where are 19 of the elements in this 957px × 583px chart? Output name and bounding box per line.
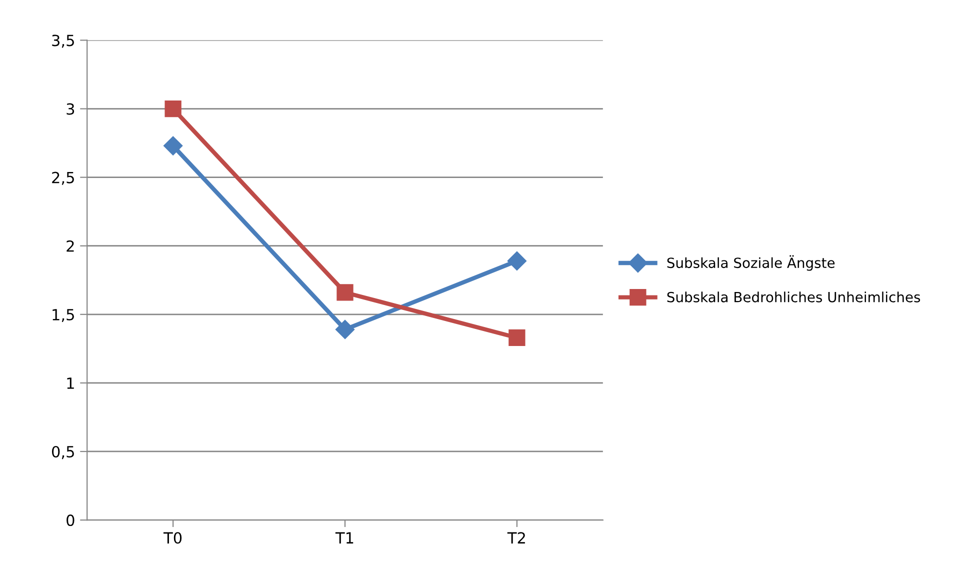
point [164, 100, 182, 118]
x-tick-label: T1 [335, 532, 354, 544]
y-tick-label: 2 [66, 240, 74, 252]
legend-label: Subskala Bedrohliches Unheimliches [667, 292, 920, 302]
y-tick-label: 2,5 [52, 172, 74, 185]
point [336, 284, 354, 301]
point [508, 329, 526, 346]
y-tick-label: 1 [67, 378, 74, 389]
legend-label: Subskala Soziale Ängste [667, 255, 835, 271]
point [335, 320, 355, 340]
y-tick-label: 0 [66, 514, 74, 526]
point [507, 251, 526, 270]
y-tick-label: 3 [66, 103, 74, 115]
x-tick-label: T2 [507, 532, 525, 544]
point [164, 136, 183, 156]
x-tick-label: T0 [163, 532, 182, 544]
y-tick-label: 0,5 [52, 446, 74, 460]
y-tick-label: 1,5 [52, 309, 74, 322]
y-tick-label: 3,5 [52, 34, 74, 48]
